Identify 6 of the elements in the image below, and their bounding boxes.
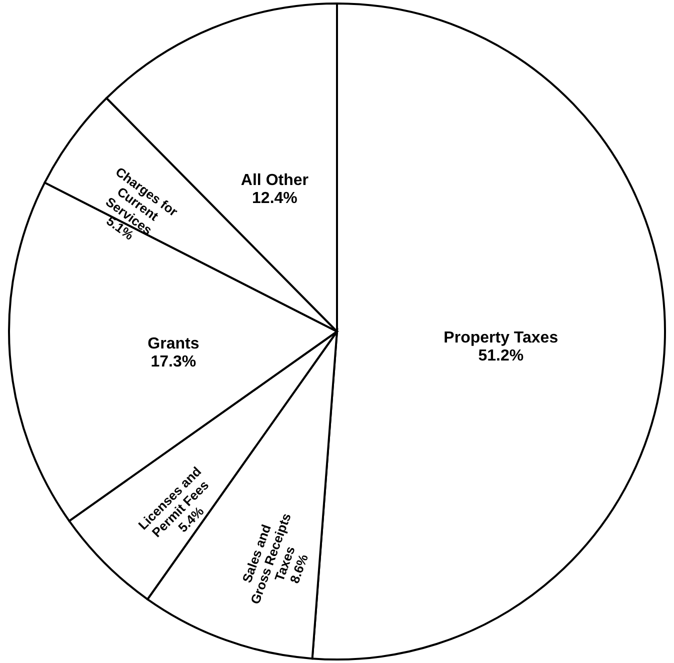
data-label: 12.4%: [252, 190, 298, 207]
data-label: 51.2%: [478, 348, 524, 365]
slice-label: All Other: [240, 172, 308, 189]
data-label: 17.3%: [150, 353, 196, 370]
slice-label: Grants: [148, 335, 200, 352]
slice-label: Property Taxes: [444, 330, 558, 347]
